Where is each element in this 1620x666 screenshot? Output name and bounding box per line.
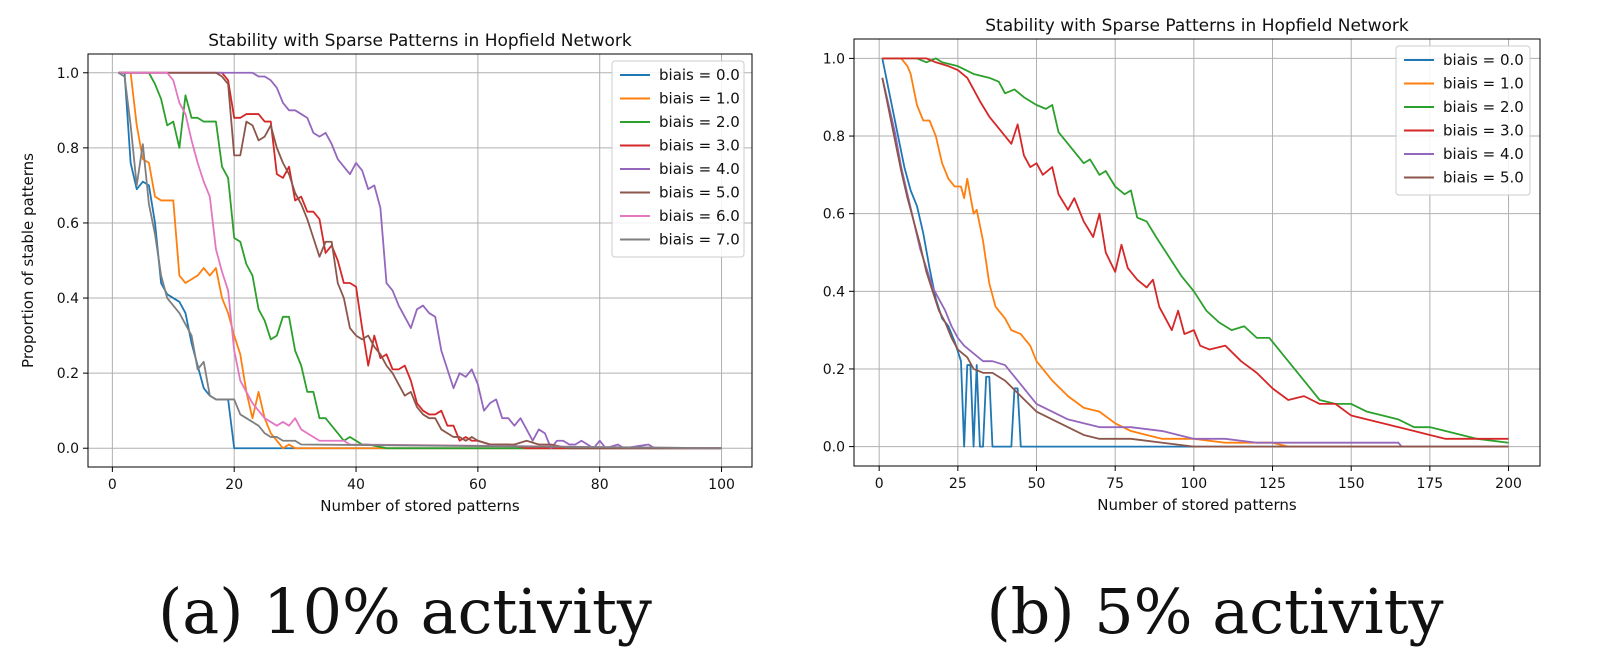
panel-b: 0 25 50 75 100 125 150 175 200 0.0 0.2 0.4 0.6 0.8 1.0… [810, 0, 1620, 666]
series-line-6 [118, 71, 722, 450]
legend-label-2: biais = 2.0 [1443, 98, 1524, 116]
series-line-0 [881, 58, 1509, 448]
y-tick-label: 0.0 [823, 440, 845, 456]
legend-label-1: biais = 1.0 [659, 90, 740, 108]
series-line-2 [882, 57, 1509, 444]
y-tick-label: 0.4 [57, 291, 79, 307]
x-tick-label: 100 [1180, 476, 1207, 492]
chart-title: Stability with Sparse Patterns in Hopfie… [208, 31, 632, 51]
x-tick-label: 80 [591, 477, 609, 493]
chart1-series [881, 57, 1509, 448]
legend-label-0: biais = 0.0 [659, 66, 740, 84]
x-tick-label: 100 [708, 477, 735, 493]
chart0-series [117, 71, 722, 450]
y-tick-label: 0.0 [57, 441, 79, 457]
x-tick-label: 20 [225, 477, 243, 493]
y-tick-label: 0.2 [823, 362, 845, 378]
legend-label-3: biais = 3.0 [659, 137, 740, 155]
y-tick-label: 1.0 [823, 51, 845, 67]
caption-b: (b) 5% activity [986, 575, 1444, 648]
chart0-axes-frame [87, 53, 753, 468]
y-tick-label: 0.6 [57, 216, 79, 232]
x-tick-label: 75 [1106, 476, 1124, 492]
legend-box [611, 60, 745, 258]
legend-label-5: biais = 5.0 [659, 184, 740, 202]
y-tick-label: 0.8 [823, 129, 845, 145]
chart-b: 0 25 50 75 100 125 150 175 200 0.0 0.2 0.4 0.6 0.8 1.0… [823, 16, 1541, 514]
chart-title: Stability with Sparse Patterns in Hopfie… [985, 16, 1409, 36]
x-axis-label: Number of stored patterns [1097, 496, 1297, 514]
x-axis-label: Number of stored patterns [320, 497, 520, 515]
series-line-4 [118, 71, 722, 450]
y-tick-label: 0.2 [57, 366, 79, 382]
y-tick-label: 0.6 [823, 207, 845, 223]
series-line-7 [117, 72, 722, 450]
series-line-1 [882, 57, 1509, 448]
chart1-axes-frame [853, 38, 1541, 467]
legend-label-0: biais = 0.0 [1443, 51, 1524, 69]
x-tick-label: 40 [347, 477, 365, 493]
x-tick-label: 50 [1028, 476, 1046, 492]
x-tick-label: 25 [949, 476, 967, 492]
y-axis-label: Proportion of stable patterns [19, 153, 37, 368]
x-tick-label: 150 [1338, 476, 1365, 492]
caption-a: (a) 10% activity [158, 575, 652, 648]
y-tick-label: 0.4 [823, 284, 845, 300]
series-line-5 [118, 71, 722, 450]
panel-a: 0 20 40 60 80 100 0.0 0.2 0.4 0.6 0.8 1.0 Stability … [19, 31, 753, 648]
series-line-3 [118, 71, 722, 450]
y-tick-label: 0.8 [57, 141, 79, 157]
y-tick-label: 1.0 [57, 66, 79, 82]
chart1-grid [854, 39, 1540, 466]
chart1-legend: biais = 0.0 biais = 1.0 biais = 2.0 biais =… [1395, 45, 1531, 196]
series-line-1 [118, 71, 722, 450]
series-line-3 [882, 57, 1509, 440]
x-tick-label: 125 [1259, 476, 1286, 492]
x-tick-label: 175 [1416, 476, 1443, 492]
x-tick-label: 0 [875, 476, 884, 492]
legend-label-4: biais = 4.0 [1443, 145, 1524, 163]
chart-a: 0 20 40 60 80 100 0.0 0.2 0.4 0.6 0.8 1.0 Stability … [19, 31, 753, 515]
legend-label-5: biais = 5.0 [1443, 169, 1524, 187]
legend-label-7: biais = 7.0 [659, 231, 740, 249]
legend-label-6: biais = 6.0 [659, 207, 740, 225]
x-tick-label: 0 [108, 477, 117, 493]
legend-label-2: biais = 2.0 [659, 113, 740, 131]
legend-label-1: biais = 1.0 [1443, 75, 1524, 93]
legend-label-4: biais = 4.0 [659, 160, 740, 178]
chart0-legend: biais = 0.0 biais = 1.0 biais = 2.0 biais =… [611, 60, 745, 258]
legend-label-3: biais = 3.0 [1443, 122, 1524, 140]
x-tick-label: 60 [469, 477, 487, 493]
series-line-2 [118, 71, 722, 450]
series-line-5 [881, 77, 1509, 448]
x-tick-label: 200 [1495, 476, 1522, 492]
